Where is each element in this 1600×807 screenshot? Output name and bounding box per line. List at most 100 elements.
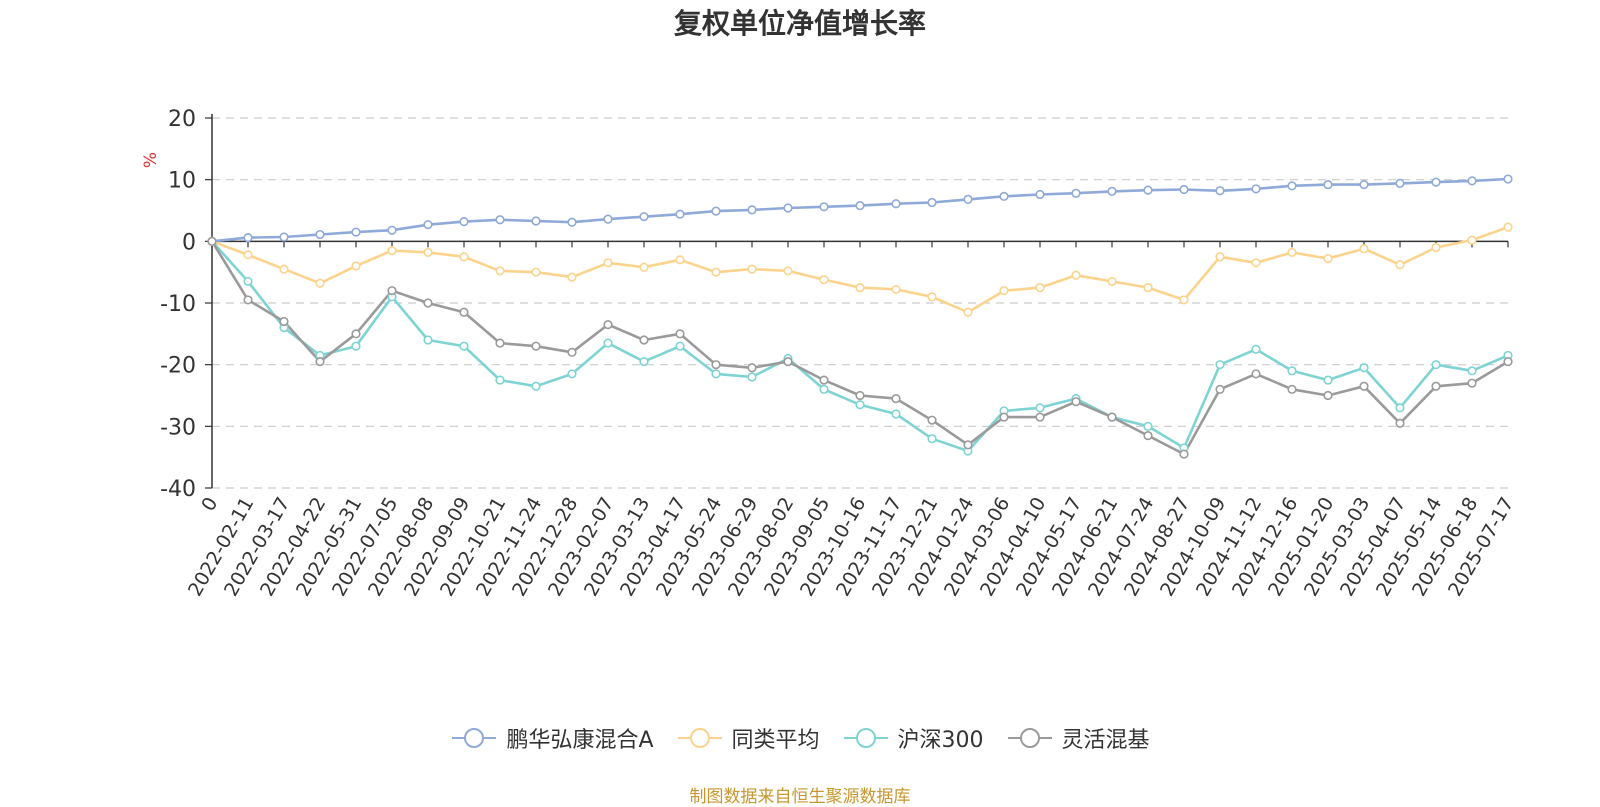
data-point <box>1467 378 1477 388</box>
data-point <box>747 372 757 382</box>
data-point <box>1323 180 1333 190</box>
data-point <box>1215 186 1225 196</box>
data-point <box>891 284 901 295</box>
data-point <box>423 247 433 258</box>
data-point <box>279 232 289 242</box>
data-point <box>747 363 757 373</box>
data-point <box>351 329 361 339</box>
data-point <box>531 216 541 226</box>
data-point <box>747 264 757 274</box>
chart-title: 复权单位净值增长率 <box>673 7 926 40</box>
legend-line-circle-icon <box>677 728 722 748</box>
data-point <box>1359 381 1369 391</box>
data-point <box>999 412 1009 422</box>
data-point <box>1179 295 1189 305</box>
y-tick-label: -40 <box>160 477 196 502</box>
data-point <box>999 191 1009 201</box>
data-point <box>855 400 865 410</box>
data-point <box>1431 177 1441 187</box>
legend-label: 鹏华弘康混合A <box>506 728 654 753</box>
data-point <box>927 415 937 425</box>
data-point <box>459 307 469 317</box>
data-point <box>1215 360 1225 370</box>
data-point <box>1503 356 1513 367</box>
data-point <box>1503 174 1513 184</box>
legend-line-circle-icon <box>452 728 497 748</box>
data-point <box>351 341 361 351</box>
legend: 鹏华弘康混合A 同类平均 沪深300 灵活混基 <box>0 722 1600 754</box>
data-point <box>603 319 613 330</box>
data-point <box>567 217 577 227</box>
data-point <box>783 356 793 367</box>
series-line <box>210 240 1509 456</box>
data-point <box>315 278 325 288</box>
series-lines <box>210 177 1509 456</box>
data-point <box>603 338 613 348</box>
data-point <box>1431 242 1441 253</box>
data-point <box>495 375 505 385</box>
y-tick-label: -30 <box>160 415 196 440</box>
data-point <box>639 212 649 222</box>
axis-labels: 20100-10-20-30-40%02022-02-112022-03-172… <box>141 107 1518 600</box>
data-point <box>819 274 829 285</box>
data-point <box>279 316 289 327</box>
data-point <box>1323 390 1333 401</box>
series-line <box>211 240 1509 453</box>
data-point <box>1215 384 1225 394</box>
data-point <box>1251 258 1261 268</box>
data-point <box>711 369 721 379</box>
data-point <box>531 267 541 277</box>
data-point <box>387 245 397 256</box>
data-point <box>1071 270 1081 280</box>
data-point <box>207 236 217 246</box>
data-point <box>387 225 397 235</box>
data-point <box>531 341 541 351</box>
data-point <box>963 440 973 450</box>
data-point <box>891 393 901 404</box>
data-point <box>1143 421 1153 431</box>
data-point <box>711 360 721 370</box>
data-point <box>243 233 253 243</box>
data-point <box>459 252 469 262</box>
data-point <box>639 356 649 367</box>
data-point <box>495 266 505 276</box>
data-point <box>783 266 793 276</box>
data-point <box>711 267 721 277</box>
data-point <box>1179 184 1189 195</box>
grid-lines <box>212 117 1508 489</box>
data-point <box>459 217 469 227</box>
data-point <box>639 262 649 272</box>
data-point <box>1467 176 1477 186</box>
y-tick-label: 0 <box>182 230 196 255</box>
series-line <box>211 225 1509 314</box>
data-point <box>1035 189 1045 200</box>
legend-item[interactable]: 同类平均 <box>676 722 820 754</box>
data-point <box>1035 403 1045 413</box>
data-point <box>963 307 973 317</box>
y-axis-label: % <box>141 152 161 168</box>
data-point <box>1179 449 1189 459</box>
data-point <box>1467 366 1477 376</box>
data-point <box>1035 412 1045 422</box>
data-point <box>1359 363 1369 373</box>
data-point <box>531 381 541 391</box>
legend-item[interactable]: 沪深300 <box>842 722 984 754</box>
legend-item[interactable]: 灵活混基 <box>1006 722 1150 754</box>
data-point <box>783 203 793 213</box>
legend-item[interactable]: 鹏华弘康混合A <box>450 722 654 754</box>
data-point <box>675 329 685 339</box>
data-point <box>639 335 649 345</box>
data-point <box>999 286 1009 296</box>
data-point <box>495 215 505 225</box>
data-point <box>1143 185 1153 195</box>
legend-label: 灵活混基 <box>1061 728 1150 753</box>
data-point <box>891 199 901 209</box>
data-point <box>1395 403 1405 413</box>
data-point <box>243 276 253 287</box>
data-point <box>675 209 685 219</box>
data-point <box>567 347 577 357</box>
data-point <box>351 227 361 237</box>
data-point <box>1359 180 1369 190</box>
data-point <box>495 338 505 348</box>
